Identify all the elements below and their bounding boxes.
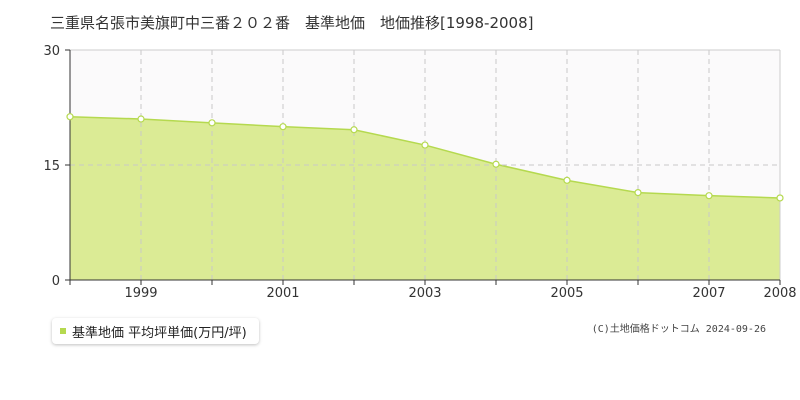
data-point [208,119,216,127]
x-tick-label: 2003 [408,286,441,301]
x-tick-label: 1999 [124,286,157,301]
data-point [350,126,358,134]
y-tick-label: 30 [43,44,60,59]
legend-swatch [60,328,66,334]
data-point [492,160,500,168]
data-point [66,113,74,121]
data-point [279,123,287,131]
data-point [137,115,145,123]
chart-title: 三重県名張市美旗町中三番２０２番 基準地価 地価推移[1998-2008] [50,14,533,32]
legend: 基準地価 平均坪単価(万円/坪) [52,318,259,344]
x-tick-label: 2001 [266,286,299,301]
x-tick-label: 2005 [550,286,583,301]
data-point [563,176,571,184]
x-tick-label: 2008 [763,286,796,301]
y-tick-label: 15 [43,159,60,174]
legend-label: 基準地価 平均坪単価(万円/坪) [72,325,247,341]
data-point [634,189,642,197]
y-tick-label: 0 [52,274,60,289]
credit-text: (C)土地価格ドットコム 2024-09-26 [591,324,766,335]
data-point [421,141,429,149]
x-tick-label: 2007 [692,286,725,301]
data-point [776,194,784,202]
data-point [705,192,713,200]
